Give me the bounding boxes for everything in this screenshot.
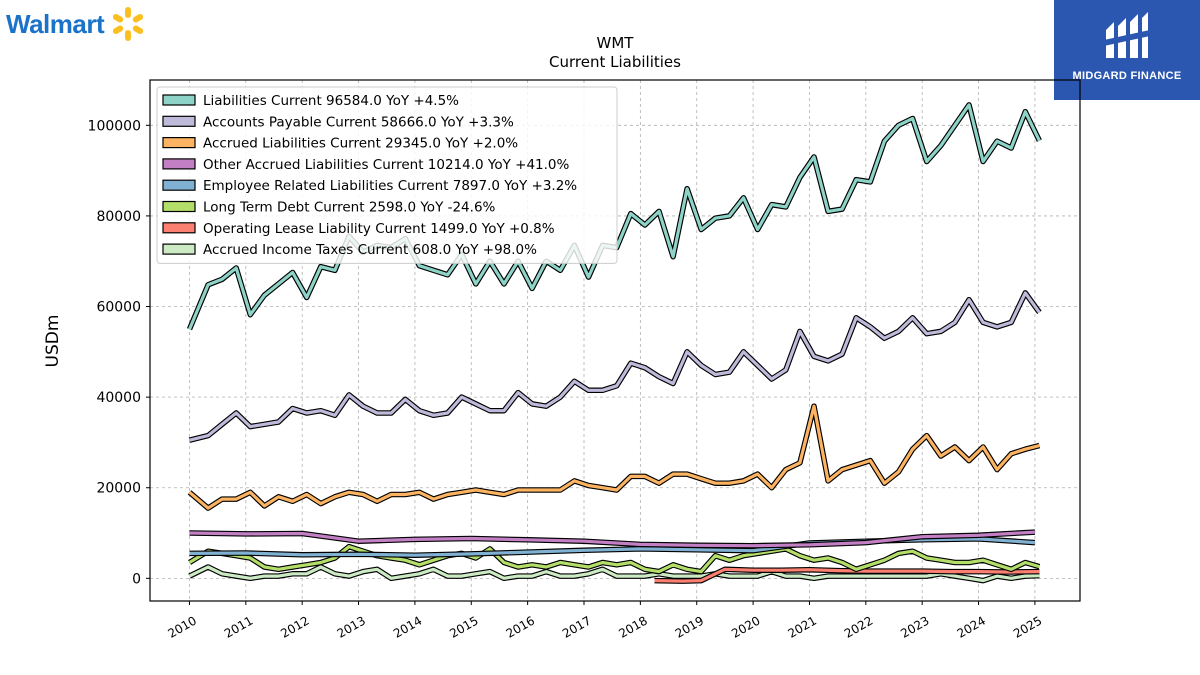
legend-entry: Operating Lease Liability Current 1499.0…	[203, 221, 555, 237]
legend: Liabilities Current 96584.0 YoY +4.5% Acc…	[156, 86, 618, 264]
series-outline	[187, 403, 1041, 511]
walmart-logo: Walmart	[6, 4, 148, 44]
series-accounts-payable-current	[188, 290, 1042, 443]
legend-entry: Employee Related Liabilities Current 789…	[203, 178, 577, 194]
plot-frame	[149, 79, 1081, 602]
x-tick-label: 2013	[335, 613, 368, 640]
series-line	[188, 544, 1040, 574]
midgard-finance-text: MIDGARD FINANCE	[1072, 70, 1182, 82]
x-tick-label: 2012	[278, 613, 311, 640]
series-line	[189, 291, 1041, 442]
series-line	[188, 565, 1040, 583]
y-tick-label: 0	[132, 571, 141, 587]
series-line	[189, 530, 1035, 548]
y-tick-label: 100000	[88, 118, 141, 134]
legend-swatch	[162, 243, 196, 255]
midgard-emblem-icon	[1104, 12, 1150, 58]
spark-ray	[113, 25, 124, 34]
series-line	[654, 567, 1040, 583]
legend-entry: Accrued Liabilities Current 29345.0 YoY …	[203, 136, 518, 152]
legend-swatch	[162, 222, 196, 234]
x-tick-label: 2025	[1011, 613, 1044, 640]
spark-ray	[132, 25, 144, 34]
x-tick-label: 2022	[842, 613, 875, 640]
x-tick-label: 2011	[222, 613, 255, 640]
chart-subtitle: Current Liabilities	[549, 53, 681, 71]
midgard-finance-watermark: MIDGARD FINANCE	[1054, 0, 1200, 100]
spark-ray	[113, 14, 124, 23]
walmart-logo-text: Walmart	[6, 8, 105, 39]
y-tick-label: 20000	[96, 481, 141, 497]
legend-swatch	[162, 137, 196, 149]
legend-swatch	[162, 200, 196, 213]
series-layer	[186, 102, 1042, 584]
x-tick-label: 2016	[504, 613, 537, 640]
series-accrued-liabilities-current	[187, 403, 1041, 511]
legend-entry: Accrued Income Taxes Current 608.0 YoY +…	[203, 242, 537, 258]
x-tick-label: 2023	[898, 613, 931, 640]
y-tick-label: 40000	[96, 390, 141, 406]
chart-title: WMT	[597, 34, 635, 52]
spark-ray	[125, 30, 132, 41]
legend-swatch	[162, 158, 196, 170]
spark-ray	[125, 7, 132, 18]
series-long-term-debt-current	[188, 543, 1041, 575]
x-tick-label: 2017	[560, 613, 593, 640]
series-line	[188, 404, 1040, 510]
legend-entry: Liabilities Current 96584.0 YoY +4.5%	[203, 93, 459, 109]
x-tick-label: 2018	[616, 613, 649, 640]
y-tick-label: 80000	[96, 209, 141, 225]
legend-swatch	[162, 94, 196, 106]
series-operating-lease-liability-current	[654, 566, 1040, 584]
legend-box	[156, 86, 618, 264]
legend-swatch	[162, 179, 196, 191]
series-accrued-income-taxes-current	[188, 564, 1040, 584]
legend-entry: Long Term Debt Current 2598.0 YoY -24.6%	[203, 200, 496, 216]
spark-ray	[132, 14, 144, 23]
legend-swatch	[162, 115, 196, 127]
x-tick-label: 2010	[166, 613, 199, 640]
x-tick-label: 2021	[786, 613, 819, 640]
x-tick-label: 2024	[955, 613, 988, 640]
walmart-spark-icon	[113, 7, 144, 41]
x-tick-label: 2015	[447, 613, 480, 640]
legend-entry: Accounts Payable Current 58666.0 YoY +3.…	[203, 114, 514, 130]
x-tick-label: 2019	[673, 613, 706, 640]
series-other-accrued-liabilities-current	[189, 529, 1036, 549]
y-tick-label: 60000	[96, 300, 141, 316]
x-tick-label: 2014	[391, 613, 424, 640]
y-axis-label: USDm	[43, 315, 63, 368]
legend-entry: Other Accrued Liabilities Current 10214.…	[203, 157, 570, 173]
series-outline	[188, 290, 1042, 443]
x-tick-label: 2020	[729, 613, 762, 640]
